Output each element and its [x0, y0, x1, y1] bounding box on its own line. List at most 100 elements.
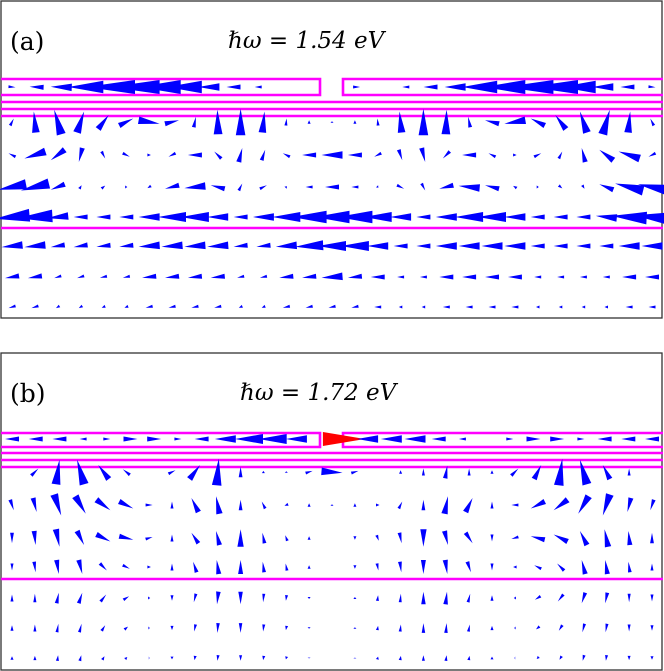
- field-arrow: [375, 656, 379, 660]
- field-arrow: [30, 497, 37, 512]
- field-arrow: [581, 148, 588, 163]
- field-arrow: [536, 625, 541, 630]
- field-arrow: [20, 178, 51, 191]
- field-arrow: [30, 468, 39, 477]
- field-arrow: [514, 656, 516, 660]
- field-arrow: [650, 532, 654, 544]
- field-arrow: [252, 213, 274, 221]
- field-arrow: [166, 80, 202, 94]
- field-arrow: [284, 502, 289, 506]
- field-arrow: [279, 273, 294, 279]
- field-arrow: [161, 241, 183, 250]
- field-arrow: [259, 274, 268, 278]
- field-arrow: [168, 151, 177, 157]
- field-arrow: [463, 531, 473, 544]
- field-arrow: [123, 626, 128, 631]
- panel-a-label: (a): [10, 27, 44, 56]
- field-arrow: [302, 152, 317, 158]
- field-arrow: [236, 148, 243, 163]
- field-arrow: [216, 560, 222, 575]
- field-arrow: [262, 624, 266, 632]
- field-arrow: [191, 304, 199, 308]
- field-arrow: [78, 185, 82, 190]
- field-arrow: [423, 84, 438, 90]
- field-arrow: [353, 657, 357, 659]
- field-arrow: [511, 535, 519, 539]
- field-arrow: [374, 305, 382, 309]
- field-arrow: [10, 532, 14, 544]
- panel-a-left-strip: [1, 77, 322, 97]
- field-arrow: [560, 80, 596, 94]
- field-arrow: [604, 305, 608, 309]
- field-arrow: [214, 435, 236, 443]
- field-arrow: [455, 212, 484, 222]
- field-arrow: [435, 213, 457, 221]
- field-arrow: [458, 437, 466, 441]
- field-arrow: [50, 493, 62, 516]
- field-arrow: [650, 625, 654, 631]
- field-arrow: [72, 494, 86, 514]
- field-arrow: [10, 625, 14, 631]
- field-arrow: [553, 497, 570, 511]
- field-arrow: [513, 596, 516, 600]
- panel-a: (a) ℏω = 1.54 eV: [0, 0, 664, 319]
- field-arrow: [68, 80, 104, 94]
- field-arrow: [393, 243, 408, 249]
- field-arrow: [648, 85, 656, 89]
- field-arrow: [194, 624, 197, 632]
- field-arrow: [627, 593, 631, 603]
- field-arrow: [32, 561, 36, 573]
- field-arrow: [5, 273, 20, 279]
- field-arrow: [54, 274, 62, 279]
- field-arrow: [122, 274, 131, 278]
- field-arrow: [148, 626, 150, 630]
- field-arrow: [237, 183, 243, 192]
- field-arrow: [628, 561, 632, 573]
- field-arrow: [147, 153, 151, 157]
- field-arrow: [24, 241, 46, 249]
- field-arrow: [256, 242, 271, 248]
- field-arrow: [282, 153, 291, 159]
- field-arrow: [396, 183, 405, 189]
- field-arrow: [621, 436, 636, 442]
- field-arrow: [510, 468, 519, 477]
- field-arrow: [443, 465, 448, 479]
- field-arrow: [579, 275, 587, 279]
- field-arrow: [624, 111, 632, 133]
- field-arrow: [463, 498, 473, 514]
- field-arrow: [145, 537, 153, 541]
- field-arrow: [421, 655, 425, 661]
- field-arrow: [118, 118, 134, 128]
- field-arrow: [530, 536, 546, 543]
- field-arrow: [238, 560, 244, 574]
- field-arrow: [444, 83, 466, 91]
- field-arrow: [376, 185, 379, 188]
- field-arrow: [194, 436, 209, 442]
- field-arrow: [330, 121, 334, 123]
- field-arrow: [100, 185, 106, 190]
- field-arrow: [235, 434, 263, 444]
- field-arrow: [10, 563, 14, 571]
- field-arrow: [627, 624, 631, 632]
- field-arrow: [553, 214, 568, 220]
- field-arrow: [504, 213, 526, 221]
- field-arrow: [147, 436, 162, 442]
- field-arrow: [605, 655, 609, 661]
- field-arrow: [557, 151, 563, 160]
- field-arrow: [94, 497, 111, 511]
- field-arrow: [442, 305, 450, 309]
- field-arrow: [431, 436, 446, 442]
- field-arrow: [261, 470, 265, 474]
- panel-a-vector-field: [0, 80, 664, 309]
- field-arrow: [330, 504, 334, 506]
- field-arrow: [558, 624, 564, 631]
- field-arrow: [442, 150, 451, 159]
- field-arrow: [398, 624, 402, 632]
- field-arrow: [504, 242, 526, 250]
- field-arrow: [328, 304, 336, 308]
- field-arrow: [627, 655, 631, 661]
- field-arrow: [285, 435, 307, 443]
- field-arrow: [238, 466, 243, 478]
- field-arrow: [490, 656, 494, 660]
- field-arrow: [504, 116, 526, 124]
